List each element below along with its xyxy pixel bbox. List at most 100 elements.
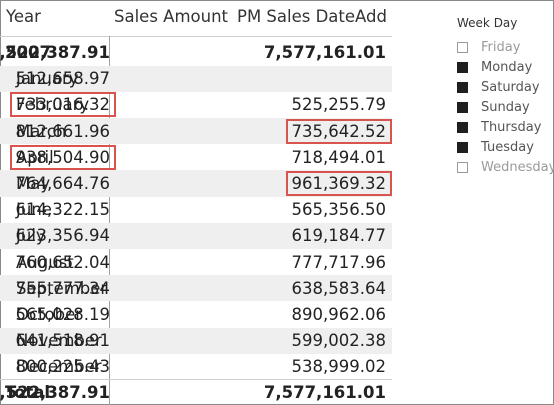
value: 614,322.15 [15,200,110,220]
slicer-option-label: Wednesday [481,159,554,175]
value: 764,664.76 [15,174,110,194]
month-label: September [16,278,108,298]
month-label: July [16,226,46,246]
month-sales-amount: 812,661.96 [16,118,110,144]
checkbox-icon[interactable] [457,101,468,113]
month-row[interactable]: April 938,504.90 718,494.01 [0,144,392,170]
slicer-option-label: Thursday [481,119,542,135]
month-row[interactable]: June 614,322.15 565,356.50 [0,197,392,223]
slicer-option-label: Monday [481,59,533,75]
value: 812,661.96 [15,121,110,141]
checkbox-icon[interactable] [457,61,468,73]
month-label: December [16,357,102,377]
month-sales-amount: 641,518.91 [16,328,110,354]
value: 641,518.91 [15,331,110,351]
month-label: January [16,69,79,89]
highlighted-value: 735,642.52 [285,118,393,144]
value: 599,002.38 [291,331,386,351]
month-label: August [16,252,74,272]
month-sales-amount: 764,664.76 [16,170,110,196]
slicer-option-saturday[interactable]: Saturday [457,77,554,97]
month-row[interactable]: February 733,016.32 525,255.79 [0,92,392,118]
slicer-option-label: Tuesday [481,139,534,155]
year-label: 2007 [5,42,51,62]
month-sales-amount: 755,777.34 [16,275,110,301]
month-pm-sales: 777,717.96 [292,249,386,275]
month-pm-sales: 538,999.02 [292,354,386,380]
month-pm-sales: 961,369.32 [285,170,393,197]
value: 638,583.64 [291,278,386,298]
month-pm-sales: 525,255.79 [292,92,386,118]
slicer-option-label: Saturday [481,79,540,95]
month-label: February [16,95,90,115]
total-sales-amount: 8,522,387.91 [0,382,110,402]
checkbox-icon[interactable] [457,161,468,173]
column-header-pm-sales[interactable]: PM Sales DateAdd [237,7,387,26]
month-row[interactable]: August 760,652.04 777,717.96 [0,249,392,275]
month-sales-amount: 512,658.97 [16,66,110,92]
slicer-option-friday[interactable]: Friday [457,37,554,57]
total-pm-sales: 7,577,161.01 [263,382,386,402]
month-pm-sales: 565,356.50 [292,197,386,223]
month-row[interactable]: December 800,225.43 538,999.02 [0,354,392,380]
year-row[interactable]: 2007 8,522,387.91 7,577,161.01 [0,39,392,65]
month-row[interactable]: January 512,658.97 [0,65,392,92]
checkbox-icon[interactable] [457,41,468,53]
month-pm-sales: 638,583.64 [292,275,386,301]
value: 565,028.19 [15,305,110,325]
checkbox-icon[interactable] [457,81,468,93]
month-row[interactable]: November 641,518.91 599,002.38 [0,327,392,354]
slicer-title: Week Day [457,16,518,30]
value: 565,356.50 [291,200,386,220]
highlighted-value: 961,369.32 [285,171,393,197]
month-row[interactable]: March 812,661.96 735,642.52 [0,118,393,145]
month-sales-amount: 614,322.15 [16,197,110,223]
month-sales-amount: 733,016.32 [9,92,117,118]
month-pm-sales: 735,642.52 [285,118,393,144]
month-row[interactable]: October 565,028.19 890,962.06 [0,301,392,327]
month-row[interactable]: May 764,664.76 961,369.32 [0,170,393,197]
value: 623,356.94 [15,226,110,246]
month-sales-amount: 565,028.19 [16,301,110,327]
slicer-option-wednesday[interactable]: Wednesday [457,157,554,177]
slicer-option-thursday[interactable]: Thursday [457,117,554,137]
month-pm-sales: 599,002.38 [292,328,386,354]
month-label: June [16,200,52,220]
month-pm-sales: 718,494.01 [292,144,386,170]
row-header-divider [109,36,110,405]
header-divider [0,36,392,37]
slicer-option-sunday[interactable]: Sunday [457,97,554,117]
month-sales-amount: 623,356.94 [16,223,110,249]
value: 538,999.02 [291,357,386,377]
highlighted-value: 733,016.32 [9,92,117,118]
month-label: April [16,147,54,167]
slicer-option-monday[interactable]: Monday [457,57,554,77]
month-label: October [16,305,83,325]
highlighted-value: 938,504.90 [9,144,117,170]
year-sales-amount: 8,522,387.91 [0,42,110,62]
month-row[interactable]: September 755,777.34 638,583.64 [0,275,392,302]
month-sales-amount: 938,504.90 [9,144,117,170]
month-label: May [16,174,51,194]
value: 619,184.77 [291,226,386,246]
checkbox-icon[interactable] [457,121,468,133]
month-sales-amount: 760,652.04 [16,249,110,275]
month-label: November [16,331,102,351]
value: 525,255.79 [291,95,386,115]
month-pm-sales: 619,184.77 [292,223,386,249]
checkbox-icon[interactable] [457,141,468,153]
slicer-option-label: Friday [481,39,521,55]
column-header-sales-amount[interactable]: Sales Amount [114,7,229,26]
column-header-year[interactable]: Year [6,7,41,26]
month-row[interactable]: July 623,356.94 619,184.77 [0,222,392,250]
total-divider [0,379,392,380]
slicer-option-tuesday[interactable]: Tuesday [457,137,554,157]
value: 800,225.43 [15,357,110,377]
total-row[interactable]: Total 8,522,387.91 7,577,161.01 [0,379,392,405]
value: 890,962.06 [291,305,386,325]
value: 760,652.04 [15,252,110,272]
week-day-slicer: Week Day Friday Monday Saturday Sunday Thurs… [457,16,554,177]
month-pm-sales: 890,962.06 [292,301,386,327]
value: 755,777.34 [15,278,110,298]
month-label: March [16,121,67,141]
